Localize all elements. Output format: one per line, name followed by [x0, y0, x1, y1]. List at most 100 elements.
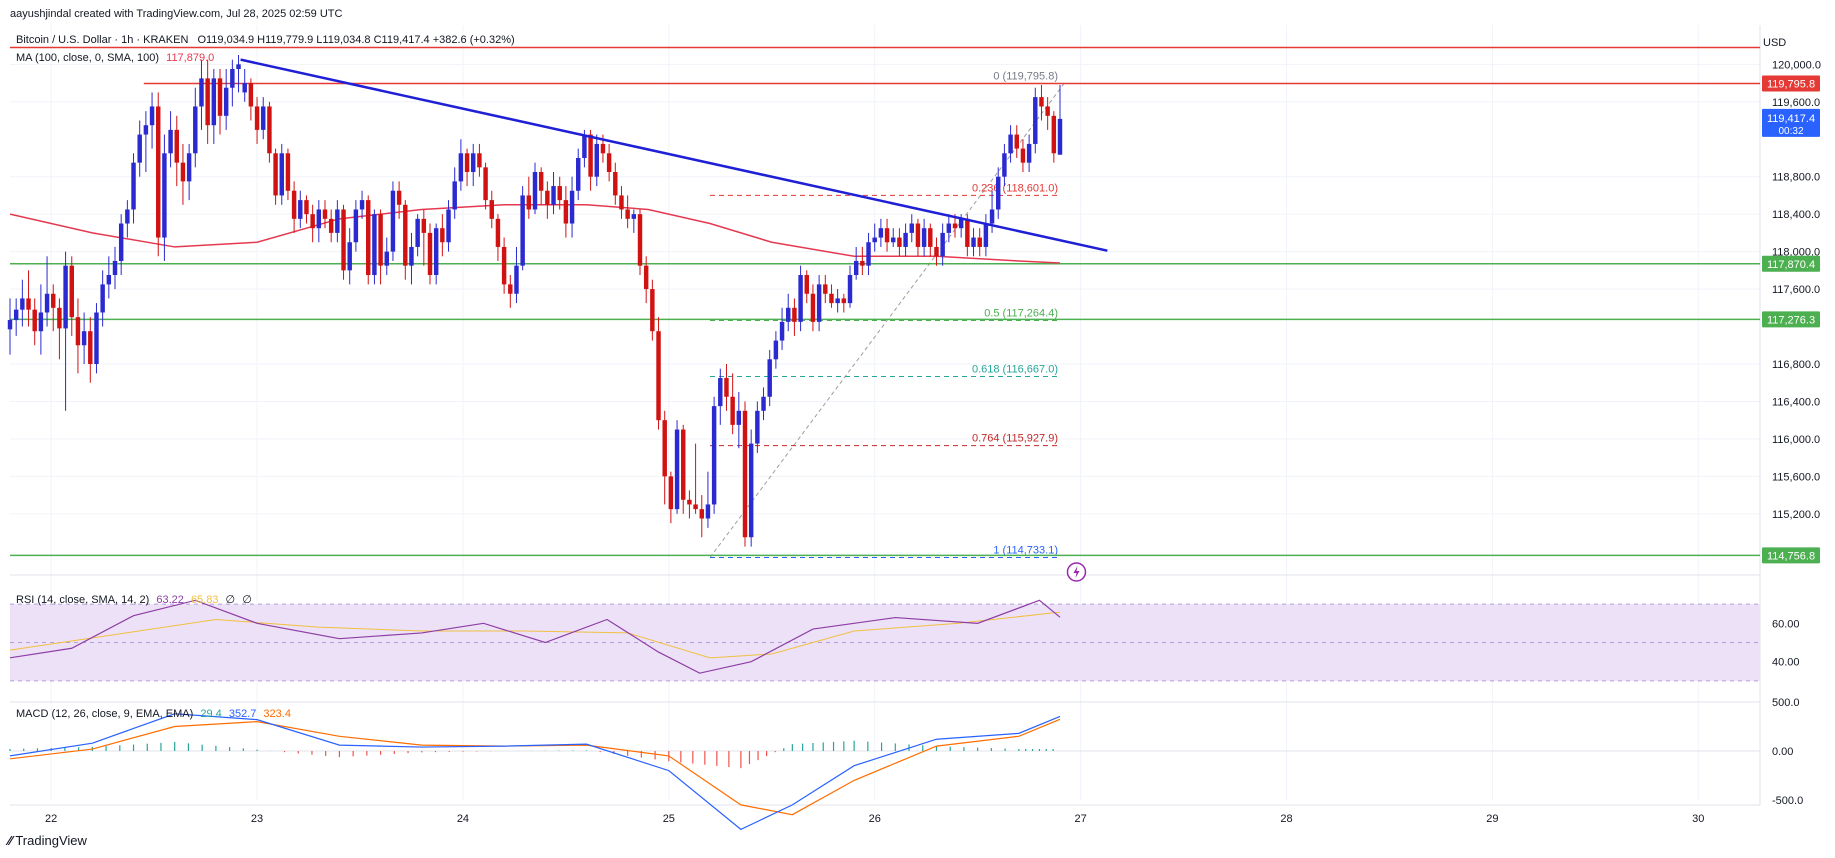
candle-up: [38, 312, 44, 332]
candle-down: [273, 153, 278, 196]
candle-down: [483, 167, 488, 201]
candle-up: [835, 298, 840, 304]
price-tick-label: 116,000.0: [1772, 434, 1820, 446]
candle-down: [32, 309, 37, 332]
macd-tick-label: -500.0: [1772, 795, 1803, 807]
candle-up: [878, 228, 884, 238]
rsi-ma-line: [9, 611, 1061, 659]
price-tick-label: 116,400.0: [1772, 396, 1820, 408]
candle-up: [193, 106, 198, 154]
candle-down: [378, 214, 383, 266]
candle-up: [409, 246, 414, 266]
candle-up: [816, 284, 822, 322]
candle-down: [526, 195, 532, 210]
candle-up: [705, 504, 711, 519]
axes: 120,000.0 119,600.0 118,800.0 118,400.0 118,…: [45, 59, 1821, 825]
candle-down: [915, 223, 921, 247]
symbol-title: Bitcoin / U.S. Dollar · 1h · KRAKEN O119…: [16, 34, 515, 46]
created-caption: aayushjindal created with TradingView.co…: [10, 8, 343, 20]
candle-up: [7, 319, 13, 330]
candle-up: [909, 223, 914, 233]
bearish-trendline: [240, 58, 1108, 252]
candle-up: [520, 195, 525, 266]
price-badge: [1762, 75, 1820, 92]
time-tick-label: 24: [457, 813, 469, 825]
candle-up: [853, 260, 859, 276]
candle-down: [248, 83, 254, 107]
price-badge: [1762, 255, 1820, 272]
candle-down: [304, 200, 309, 215]
candle-up: [736, 410, 742, 425]
candle-up: [903, 232, 908, 247]
candle-down: [897, 237, 902, 247]
price-tick-label: 118,000.0: [1772, 247, 1820, 259]
fib-label: 1 (114,733.1): [993, 545, 1058, 557]
price-badge: [1762, 311, 1820, 328]
candle-up: [446, 209, 451, 243]
candle-down: [952, 223, 958, 229]
candle-down: [156, 106, 161, 238]
candle-up: [335, 209, 340, 233]
rsi-line: [9, 599, 1061, 674]
candle-up: [576, 157, 581, 191]
candle-up: [149, 106, 155, 126]
price-tick-label: 116,800.0: [1772, 359, 1820, 371]
candle-down: [254, 106, 260, 130]
candle-up: [798, 275, 803, 322]
fib-label: 0.618 (116,667.0): [972, 363, 1058, 375]
candle-up: [199, 78, 204, 107]
price-tick-label: 120,000.0: [1772, 59, 1821, 71]
candle-up: [711, 406, 717, 505]
candle-down: [860, 260, 865, 266]
price-tick-label: 115,600.0: [1772, 471, 1820, 483]
candle-up: [514, 265, 519, 294]
candle-up: [94, 312, 99, 364]
symbol-name: Bitcoin / U.S. Dollar · 1h · KRAKEN: [16, 34, 189, 46]
rsi-pane: [9, 599, 1061, 674]
candle-up: [390, 190, 396, 252]
candle-down: [477, 153, 482, 168]
candle-down: [51, 293, 56, 308]
candle-down: [884, 228, 890, 243]
candle-up: [125, 209, 130, 224]
candle-down: [1014, 134, 1019, 149]
candle-down: [742, 410, 748, 538]
candle-up: [631, 214, 637, 219]
candle-down: [1039, 97, 1044, 107]
price-tick-label: 118,800.0: [1772, 172, 1820, 184]
currency-label[interactable]: USD: [1763, 37, 1787, 49]
candle-down: [600, 143, 606, 154]
macd-line: [9, 713, 1061, 831]
price-tick-label: 119,600.0: [1772, 97, 1820, 109]
candle-up: [131, 162, 136, 210]
candle-down: [403, 204, 408, 266]
candle-up: [223, 87, 229, 116]
candle-down: [606, 153, 612, 173]
candle-down: [637, 214, 643, 266]
last-price-badge: [1762, 108, 1820, 137]
ma100-line: [9, 204, 1061, 264]
brand-name: TradingView: [15, 833, 87, 848]
tradingview-logo[interactable]: ⁄⁄ TradingView: [8, 833, 87, 848]
time-tick-label: 22: [45, 813, 57, 825]
candle-down: [804, 275, 809, 294]
candle-up: [458, 153, 464, 182]
candle-up: [44, 293, 50, 313]
candle-down: [310, 214, 315, 229]
rsi-ma-value: 65.83: [190, 594, 219, 606]
time-tick-label: 27: [1074, 813, 1086, 825]
candle-up: [384, 251, 389, 266]
rsi-tick-label: 60.00: [1772, 618, 1800, 630]
price-badge-label: 119,795.8: [1767, 78, 1815, 90]
candle-up: [186, 153, 192, 182]
candle-down: [643, 265, 649, 290]
candle-down: [625, 209, 630, 219]
candle-down: [1045, 106, 1050, 116]
candle-up: [748, 443, 754, 538]
candle-up: [415, 218, 420, 247]
candle-down: [57, 307, 62, 329]
rsi-value: 63.22: [156, 594, 184, 606]
candle-up: [316, 209, 322, 229]
candle-down: [396, 190, 402, 205]
